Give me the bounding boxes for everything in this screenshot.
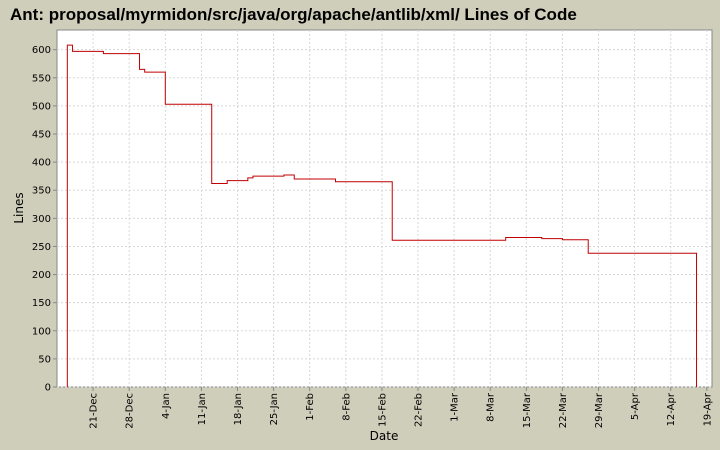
line: [66, 44, 698, 387]
y-tick-label: 50: [38, 354, 51, 365]
x-tick-label: 15-Mar: [522, 392, 533, 428]
y-tick-label: 550: [32, 73, 51, 84]
y-tick-label: 450: [32, 130, 51, 141]
y-tick-label: 350: [32, 186, 51, 197]
x-tick-label: 12-Apr: [666, 392, 677, 426]
x-tick-label: 19-Apr: [702, 392, 713, 426]
plot-area: [56, 29, 713, 388]
y-tick-label: 600: [32, 45, 51, 56]
y-tick-label: 0: [45, 383, 51, 394]
y-axis-label: Lines: [12, 192, 26, 223]
y-tick-label: 300: [32, 214, 51, 225]
x-tick-label: 1-Mar: [450, 392, 461, 422]
x-tick-label: 22-Feb: [414, 393, 425, 427]
x-tick-label: 8-Feb: [341, 393, 352, 421]
y-tick-label: 400: [32, 158, 51, 169]
chart-title: Ant: proposal/myrmidon/src/java/org/apac…: [10, 5, 577, 24]
x-tick-label: 29-Mar: [594, 392, 605, 428]
y-tick-label: 250: [32, 242, 51, 253]
x-tick-label: 18-Jan: [233, 393, 244, 425]
x-tick-label: 25-Jan: [269, 393, 280, 425]
x-tick-label: 15-Feb: [377, 393, 388, 427]
x-tick-label: 22-Mar: [558, 392, 569, 428]
y-tick-label: 150: [32, 298, 51, 309]
y-tick-label: 100: [32, 326, 51, 337]
x-tick-label: 11-Jan: [197, 393, 208, 425]
x-tick-label: 8-Mar: [486, 392, 497, 422]
x-tick-label: 1-Feb: [305, 393, 316, 421]
x-tick-label: 5-Apr: [630, 392, 641, 420]
x-axis-label: Date: [370, 429, 399, 443]
x-tick-label: 4-Jan: [161, 393, 172, 419]
y-tick-label: 200: [32, 270, 51, 281]
x-tick-label: 21-Dec: [89, 393, 100, 429]
y-tick-label: 500: [32, 101, 51, 112]
x-tick-label: 28-Dec: [125, 393, 136, 429]
